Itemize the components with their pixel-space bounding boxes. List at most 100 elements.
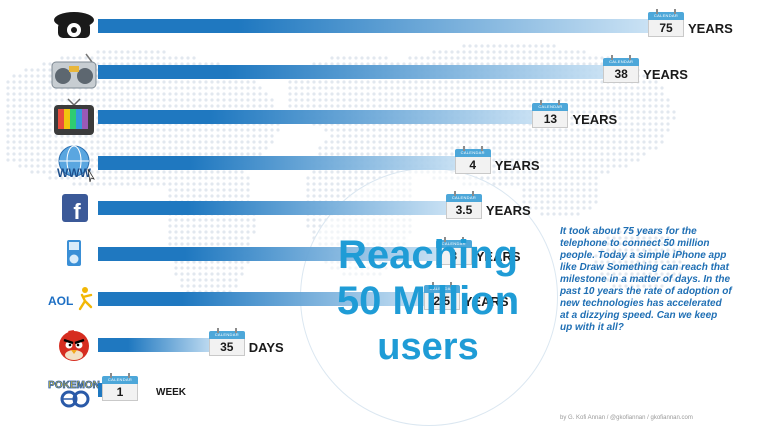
svg-text:AOL: AOL (48, 294, 73, 308)
map-dot (528, 206, 532, 210)
map-dot (534, 80, 538, 84)
map-dot (582, 182, 586, 186)
map-dot (48, 74, 52, 78)
map-dot (120, 92, 124, 96)
map-dot (510, 152, 514, 156)
map-dot (180, 278, 184, 282)
map-dot (102, 50, 106, 54)
map-dot (618, 116, 622, 120)
map-dot (498, 152, 502, 156)
map-dot (492, 164, 496, 168)
map-dot (546, 134, 550, 138)
map-dot (558, 128, 562, 132)
title-line-2: 50 Million (336, 279, 520, 323)
map-dot (210, 128, 214, 132)
map-dot (174, 98, 178, 102)
map-dot (510, 164, 514, 168)
map-dot (192, 272, 196, 276)
map-dot (312, 182, 316, 186)
map-dot (108, 86, 112, 90)
map-dot (492, 134, 496, 138)
data-label: 3 (435, 247, 472, 265)
map-dot (318, 98, 322, 102)
map-dot (624, 152, 628, 156)
map-dot (372, 146, 376, 150)
map-dot (324, 140, 328, 144)
map-dot (306, 86, 310, 90)
map-dot (366, 92, 370, 96)
map-dot (108, 50, 112, 54)
map-dot (630, 146, 634, 150)
map-dot (492, 146, 496, 150)
map-dot (96, 146, 100, 150)
map-dot (48, 92, 52, 96)
map-dot (642, 134, 646, 138)
map-dot (210, 284, 214, 288)
map-dot (612, 248, 616, 252)
map-dot (624, 158, 628, 162)
map-dot (498, 182, 502, 186)
map-dot (552, 182, 556, 186)
map-dot (90, 158, 94, 162)
map-dot (168, 218, 172, 222)
map-dot (30, 68, 34, 72)
map-dot (450, 56, 454, 60)
map-dot (180, 152, 184, 156)
map-dot (582, 116, 586, 120)
map-dot (624, 110, 628, 114)
map-dot (222, 224, 226, 228)
map-dot (60, 56, 64, 60)
map-dot (222, 86, 226, 90)
map-dot (66, 176, 70, 180)
map-dot (366, 170, 370, 174)
map-dot (486, 56, 490, 60)
map-dot (192, 146, 196, 150)
map-dot (180, 80, 184, 84)
map-dot (408, 56, 412, 60)
map-dot (498, 176, 502, 180)
map-dot (330, 182, 334, 186)
map-dot (162, 98, 166, 102)
map-dot (264, 92, 268, 96)
map-dot (612, 104, 616, 108)
map-dot (192, 98, 196, 102)
map-dot (12, 140, 16, 144)
map-dot (246, 92, 250, 96)
map-dot (600, 254, 604, 258)
map-dot (396, 92, 400, 96)
calendar-badge: CALENDAR 3 (435, 236, 472, 265)
map-dot (672, 260, 676, 264)
map-dot (654, 110, 658, 114)
map-dot (84, 92, 88, 96)
map-dot (468, 56, 472, 60)
map-dot (138, 50, 142, 54)
map-dot (504, 56, 508, 60)
map-dot (594, 170, 598, 174)
map-dot (402, 98, 406, 102)
map-dot (96, 170, 100, 174)
map-dot (204, 98, 208, 102)
map-dot (330, 92, 334, 96)
map-dot (240, 242, 244, 246)
map-dot (594, 98, 598, 102)
map-dot (468, 134, 472, 138)
map-dot (72, 92, 76, 96)
data-label: 4 (454, 156, 491, 174)
map-dot (36, 140, 40, 144)
map-dot (510, 140, 514, 144)
map-dot (156, 146, 160, 150)
map-dot (114, 56, 118, 60)
map-dot (648, 266, 652, 270)
map-dot (180, 272, 184, 276)
map-dot (630, 284, 634, 288)
map-dot (246, 260, 250, 264)
map-dot (192, 182, 196, 186)
map-dot (594, 260, 598, 264)
map-dot (144, 98, 148, 102)
map-dot (444, 86, 448, 90)
map-dot (432, 86, 436, 90)
map-dot (312, 86, 316, 90)
map-dot (18, 80, 22, 84)
map-dot (348, 98, 352, 102)
map-dot (288, 98, 292, 102)
